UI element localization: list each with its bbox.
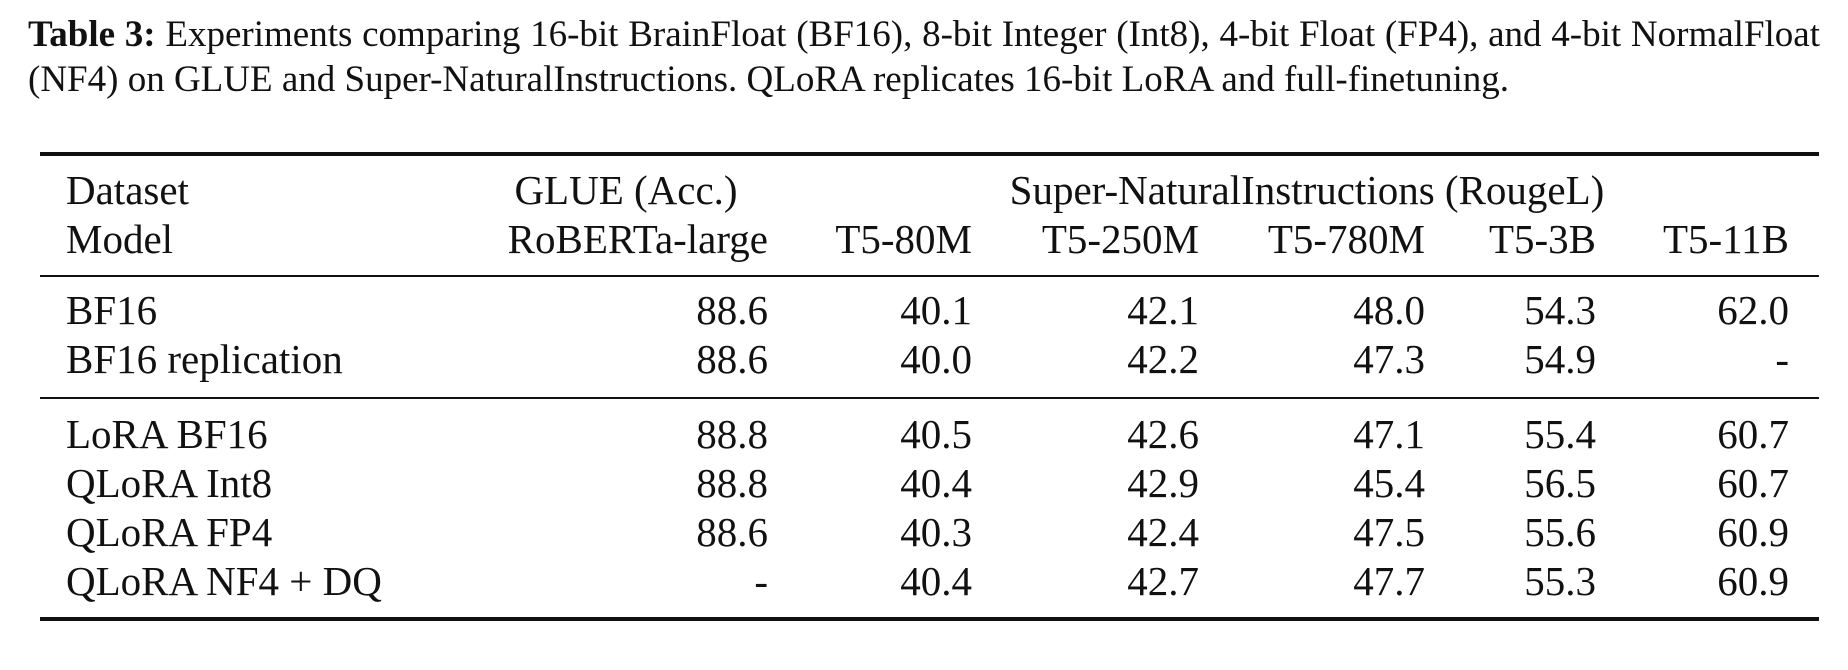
table-cell: 88.6 [696, 336, 768, 382]
table-cell: 40.1 [900, 287, 972, 333]
table-cell: 42.1 [1127, 287, 1199, 333]
table-cell: 60.7 [1717, 460, 1789, 506]
row-label: BF16 [66, 287, 158, 333]
table-cell: 42.9 [1127, 460, 1199, 506]
mid-rule [40, 275, 1819, 277]
table-cell: 47.5 [1353, 509, 1425, 555]
header-cell: Dataset [66, 167, 189, 213]
table-cell: 48.0 [1353, 287, 1425, 333]
table-cell: 40.5 [900, 411, 972, 457]
table-cell: 60.9 [1717, 509, 1789, 555]
table-cell: 40.0 [900, 336, 972, 382]
table-cell: 47.7 [1353, 558, 1425, 604]
caption: Table 3: Experiments comparing 16-bit Br… [28, 12, 1820, 102]
row-label: BF16 replication [66, 336, 343, 382]
table-cell: 42.2 [1127, 336, 1199, 382]
table-cell: 55.6 [1524, 509, 1596, 555]
table-cell: 55.3 [1524, 558, 1596, 604]
header-cell: T5-780M [1267, 216, 1425, 262]
caption-label: Table 3: [28, 14, 156, 55]
header-cell: T5-3B [1488, 216, 1596, 262]
table-cell: 42.7 [1127, 558, 1199, 604]
table-cell: 42.4 [1127, 509, 1199, 555]
row-label: QLoRA NF4 + DQ [66, 558, 382, 604]
bottom-rule [40, 617, 1819, 621]
table-cell: 60.9 [1717, 558, 1789, 604]
header-cell: T5-11B [1662, 216, 1789, 262]
row-label: QLoRA Int8 [66, 460, 273, 506]
table-cell: 88.6 [696, 287, 768, 333]
table-cell: - [754, 558, 768, 604]
table-cell: 56.5 [1524, 460, 1596, 506]
table-cell: 40.4 [900, 460, 972, 506]
table-cell: 54.3 [1524, 287, 1596, 333]
table-cell: 54.9 [1524, 336, 1596, 382]
header-cell: RoBERTa-large [507, 216, 768, 262]
table-cell: 88.8 [696, 460, 768, 506]
header-cell: T5-80M [835, 216, 972, 262]
header-cell: Model [66, 216, 174, 262]
table-cell: 40.3 [900, 509, 972, 555]
table-cell: - [1775, 336, 1789, 382]
header-cell: T5-250M [1041, 216, 1199, 262]
table-cell: 88.6 [696, 509, 768, 555]
table-cell: 88.8 [696, 411, 768, 457]
table-cell: 62.0 [1717, 287, 1789, 333]
row-label: QLoRA FP4 [66, 509, 273, 555]
mid-rule [40, 397, 1819, 399]
caption-text: Experiments comparing 16-bit BrainFloat … [28, 14, 1821, 100]
table-cell: 60.7 [1717, 411, 1789, 457]
table-cell: 55.4 [1524, 411, 1596, 457]
table-cell: 47.3 [1353, 336, 1425, 382]
table-cell: 40.4 [900, 558, 972, 604]
header-cell: Super-NaturalInstructions (RougeL) [1009, 167, 1605, 213]
top-rule [40, 152, 1819, 156]
table-cell: 42.6 [1127, 411, 1199, 457]
table-cell: 45.4 [1353, 460, 1425, 506]
table-cell: 47.1 [1353, 411, 1425, 457]
row-label: LoRA BF16 [66, 411, 268, 457]
header-cell: GLUE (Acc.) [514, 167, 738, 213]
